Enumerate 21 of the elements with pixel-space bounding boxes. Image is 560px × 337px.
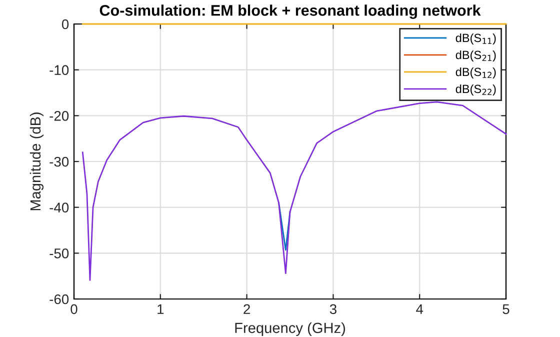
y-tick-label: -10 (50, 65, 69, 76)
x-tick-label: 1 (158, 304, 164, 314)
x-tick-label: 2 (244, 304, 250, 314)
y-tick-label: -50 (50, 248, 69, 258)
x-tick-label: 4 (416, 304, 424, 314)
y-tick-label: -30 (50, 156, 69, 167)
legend-label: dB(S$_{22}$) (456, 84, 496, 96)
y-tick-label: -40 (50, 202, 69, 213)
chart-title: Co-simulation: EM block + resonant loading network (100, 4, 481, 19)
x-tick-label: 5 (502, 304, 510, 314)
legend-label: dB(S$_{12}$) (456, 67, 496, 78)
y-tick-label: -60 (50, 294, 69, 304)
legend-label: dB(S$_{11}$) (456, 33, 496, 44)
x-tick-label: 0 (70, 304, 78, 314)
y-axis-title: Magnitude (dB) (30, 112, 44, 210)
legend-label: dB(S$_{21}$) (456, 50, 496, 62)
y-tick-label: -20 (50, 111, 69, 121)
line-series (82, 101, 507, 281)
y-tick-label: 0 (62, 19, 69, 30)
x-tick-label: 3 (330, 304, 336, 314)
x-axis-title: Frequency (GHz) (235, 322, 346, 336)
